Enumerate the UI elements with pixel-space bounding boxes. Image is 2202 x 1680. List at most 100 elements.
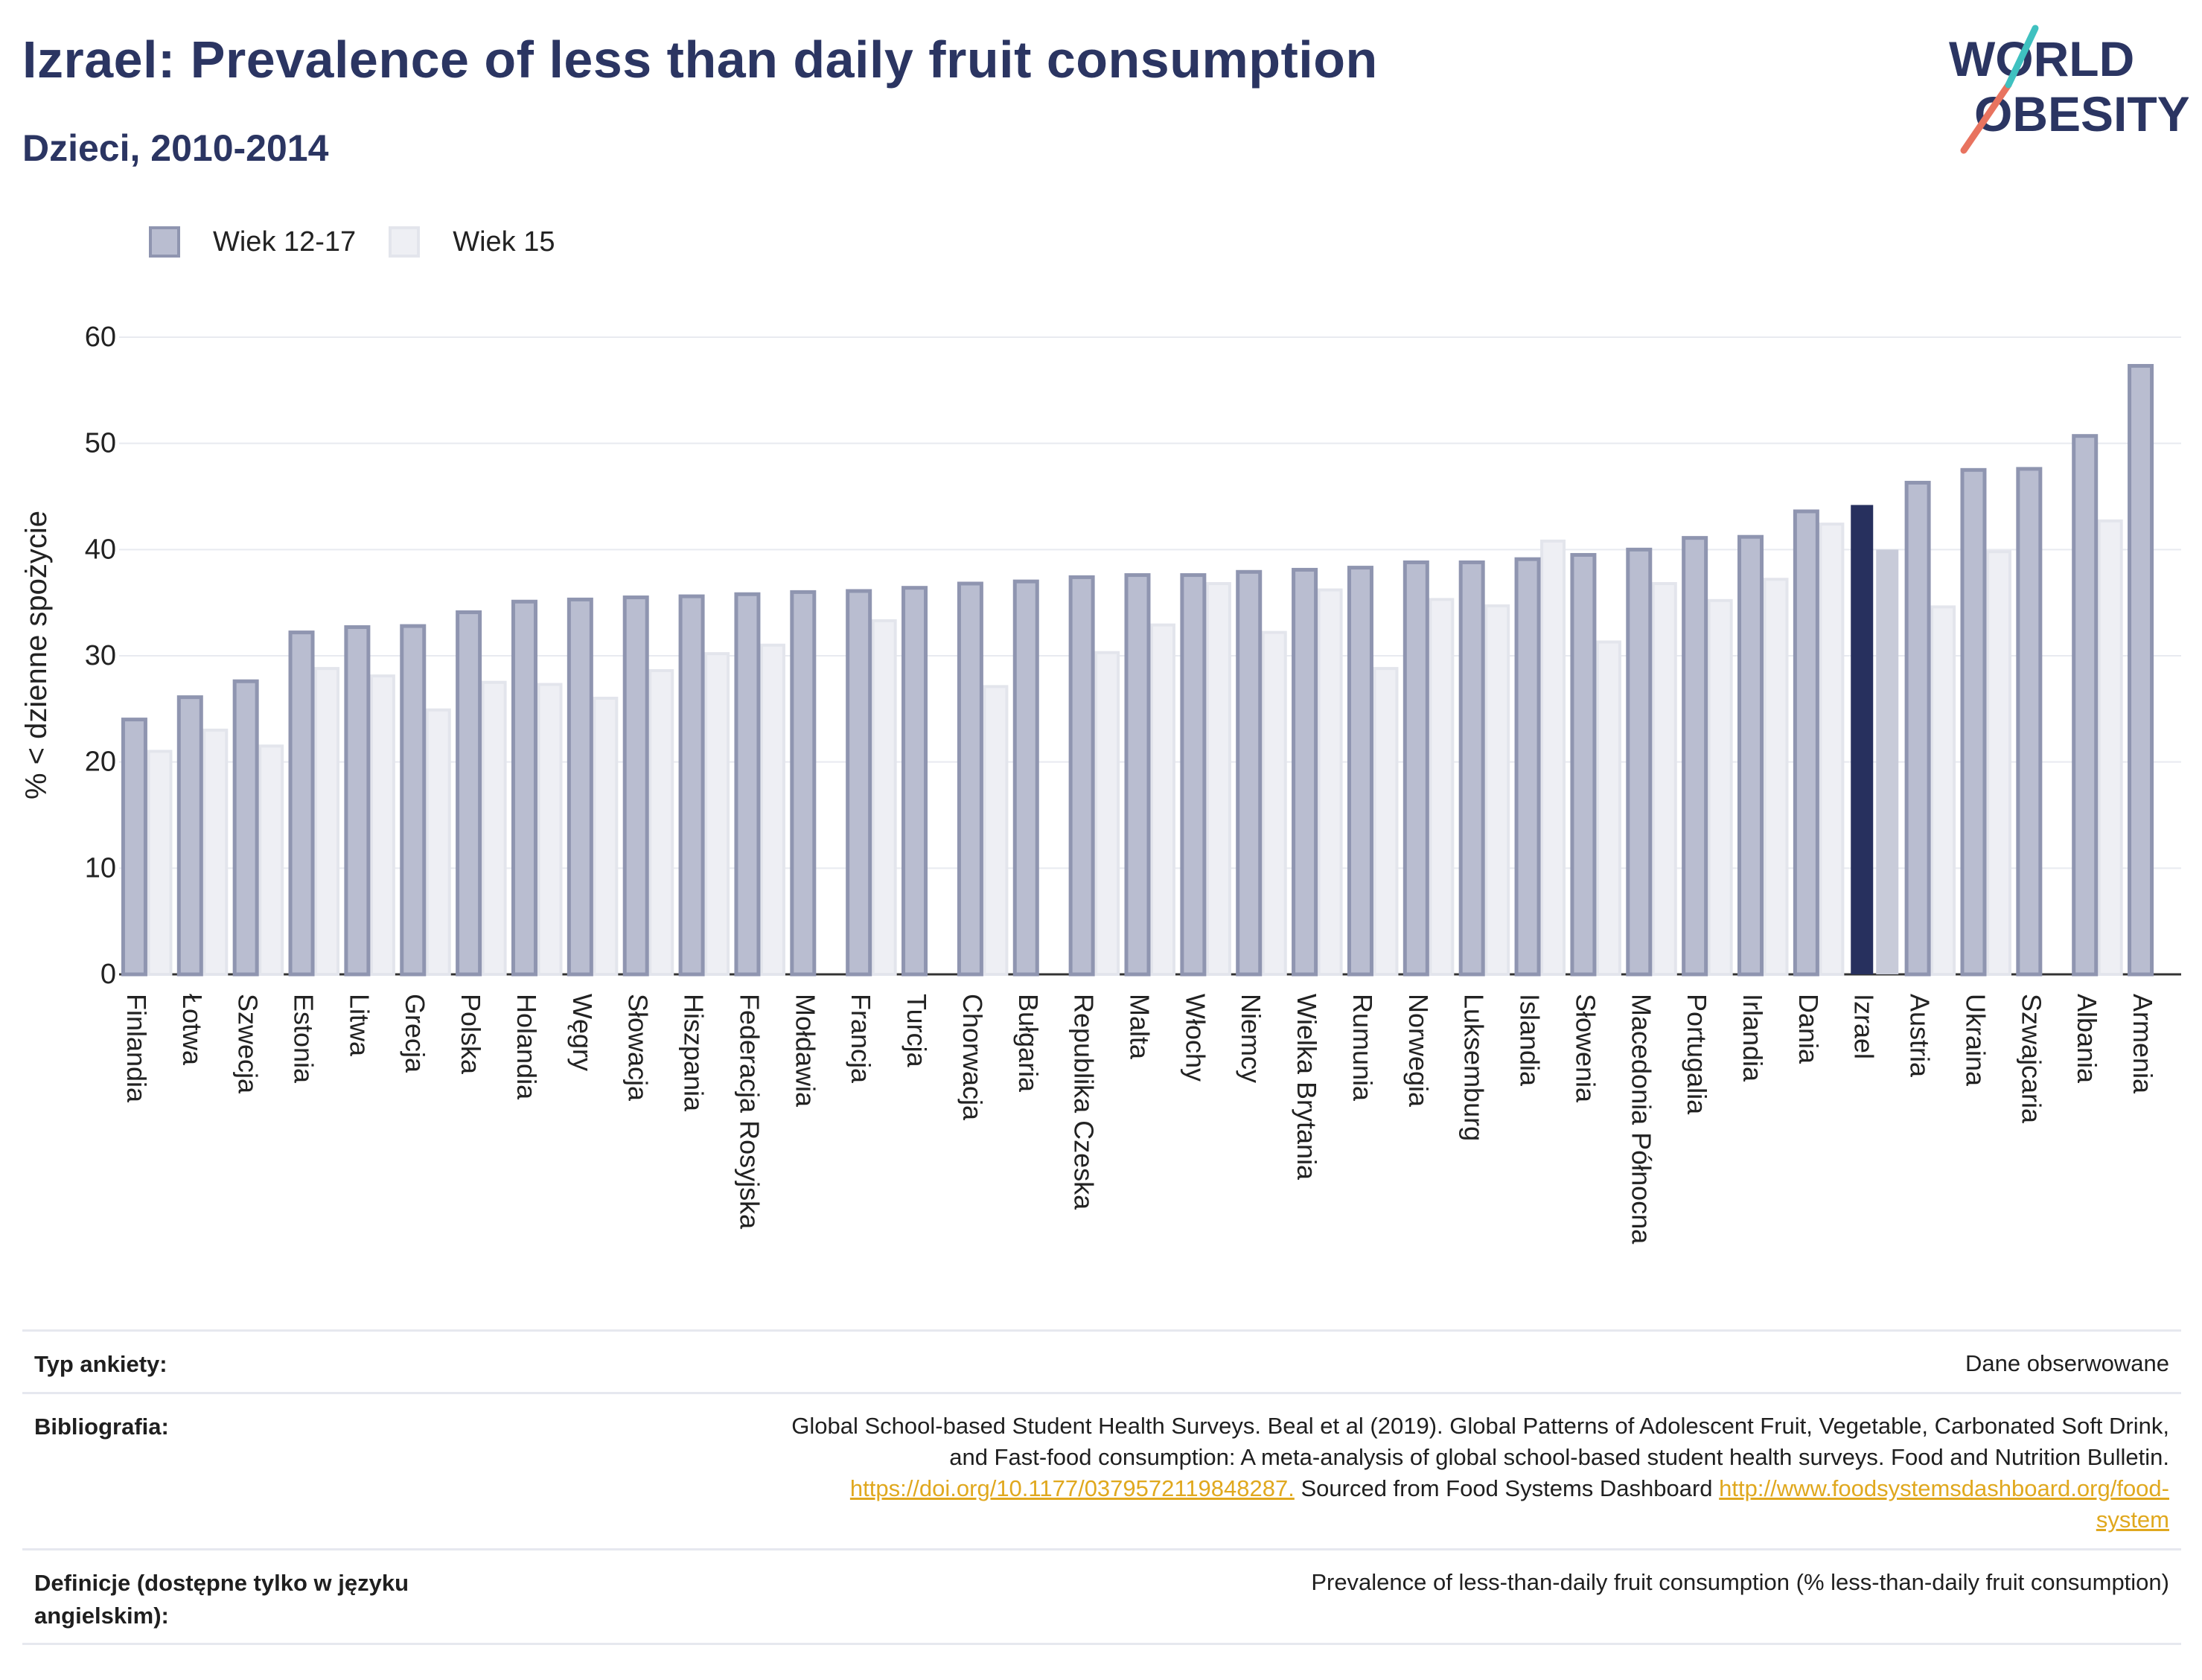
bar-wiek-12-17[interactable] [344, 625, 371, 977]
x-tick-label: Mołdawia [790, 994, 820, 1108]
bar-wiek-15[interactable] [481, 680, 507, 977]
bar-wiek-12-17[interactable] [288, 630, 315, 977]
bar-wiek-12-17[interactable] [957, 581, 983, 977]
bar-wiek-12-17[interactable] [176, 695, 203, 977]
x-tick-labels: Finlandia Łotwa Szwecja Estonia Litwa Grecja P… [121, 994, 2158, 1245]
bibliography-label: Bibliografia: [34, 1414, 169, 1440]
meta-survey-row: Typ ankiety: Dane obserwowane [22, 1329, 2181, 1396]
bar-wiek-15[interactable] [1094, 651, 1120, 976]
x-tick-label: Bułgaria [1013, 994, 1044, 1093]
bar-wiek-12-17[interactable] [1904, 480, 1931, 977]
bar-wiek-12-17[interactable] [1737, 534, 1764, 977]
bar-wiek-15[interactable] [1707, 598, 1733, 976]
x-tick-label: Luksemburg [1459, 994, 1490, 1141]
bibliography-line1: Global School-based Student Health Surve… [791, 1413, 2169, 1439]
page-title: Izrael: Prevalence of less than daily fr… [22, 31, 1378, 89]
bar-wiek-15[interactable] [1150, 623, 1175, 976]
x-tick-label: Łotwa [177, 994, 208, 1066]
bars-wiek-12-17 [121, 364, 2154, 977]
bibliography-value: Global School-based Student Health Surve… [791, 1411, 2169, 1536]
dashboard-link-part2[interactable]: system [2096, 1507, 2169, 1533]
bar-wiek-12-17[interactable] [456, 610, 482, 977]
definition-label-line1: Definicje (dostępne tylko w języku [34, 1570, 409, 1596]
bar-wiek-12-17[interactable] [1626, 547, 1653, 977]
bar-wiek-12-17[interactable] [1682, 536, 1708, 977]
x-tick-label: Malta [1124, 994, 1155, 1060]
chart-legend: Wiek 12-17 Wiek 15 [149, 222, 587, 262]
bar-wiek-12-17[interactable] [1402, 560, 1429, 977]
bar-wiek-12-17[interactable] [400, 624, 427, 977]
bar-wiek-15[interactable] [704, 652, 730, 976]
x-tick-label: Słowacja [623, 994, 654, 1102]
legend-item-15[interactable]: Wiek 15 [389, 226, 555, 258]
bar-wiek-12-17[interactable] [622, 595, 649, 977]
bar-wiek-15[interactable] [1763, 578, 1789, 976]
bar-wiek-15[interactable] [537, 683, 563, 977]
bar-wiek-12-17[interactable] [846, 589, 872, 977]
bar-wiek-15[interactable] [1540, 539, 1566, 977]
definition-label-line2: angielskim): [34, 1603, 169, 1629]
bar-wiek-15[interactable] [1205, 581, 1231, 976]
bar-wiek-12-17[interactable] [1124, 573, 1151, 977]
x-tick-label: Austria [1905, 994, 1935, 1078]
bar-wiek-12-17[interactable] [1012, 579, 1039, 977]
bar-wiek-12-17[interactable] [790, 590, 817, 977]
bar-wiek-15[interactable] [1819, 523, 1845, 976]
bar-wiek-12-17[interactable] [678, 594, 705, 977]
x-tick-label: Węgry [567, 994, 598, 1071]
bar-wiek-12-17[interactable] [1960, 467, 1987, 977]
bar-wiek-12-17[interactable] [2128, 364, 2154, 977]
bar-wiek-15[interactable] [871, 619, 897, 976]
bar-wiek-15[interactable] [369, 674, 395, 976]
bar-wiek-15[interactable] [425, 708, 451, 976]
bar-wiek-12-17[interactable] [567, 597, 593, 977]
bar-wiek-15[interactable] [1373, 667, 1399, 976]
x-tick-label: Irlandia [1737, 994, 1768, 1082]
bar-wiek-12-17[interactable] [121, 718, 147, 977]
bar-wiek-12-17[interactable] [1236, 569, 1263, 977]
legend-swatch-15 [389, 226, 421, 258]
bar-wiek-15[interactable] [1595, 640, 1621, 976]
bar-wiek-15[interactable] [2097, 519, 2123, 976]
bar-wiek-15[interactable] [1484, 604, 1510, 976]
bar-wiek-15[interactable] [759, 643, 785, 976]
bar-wiek-15[interactable] [314, 667, 340, 976]
x-tick-label: Izrael [1849, 994, 1880, 1059]
meta-bibliography-row: Bibliografia: Global School-based Studen… [22, 1392, 2181, 1552]
x-tick-label: Portugalia [1682, 994, 1712, 1115]
bar-wiek-12-17[interactable] [232, 679, 259, 977]
bar-wiek-12-17[interactable] [734, 592, 761, 977]
bar-wiek-15[interactable] [258, 744, 284, 976]
bar-wiek-12-17[interactable] [1180, 573, 1207, 977]
bar-wiek-15[interactable] [1985, 550, 2011, 977]
bar-wiek-12-17[interactable] [1347, 566, 1373, 977]
bar-wiek-12-17[interactable] [511, 599, 537, 977]
bar-wiek-12-17[interactable] [2016, 467, 2043, 977]
bar-wiek-15[interactable] [1651, 581, 1677, 976]
bar-wiek-12-17[interactable] [1514, 557, 1541, 977]
bar-wiek-12-17[interactable] [1458, 560, 1485, 977]
bar-wiek-12-17[interactable] [1292, 567, 1318, 977]
bar-wiek-15[interactable] [593, 697, 619, 976]
y-tick-label: 40 [85, 534, 116, 565]
bar-wiek-15[interactable] [1317, 588, 1343, 976]
bar-wiek-15[interactable] [648, 668, 674, 976]
bar-wiek-15[interactable] [147, 750, 173, 977]
legend-label-15: Wiek 15 [453, 226, 555, 258]
bar-wiek-12-17-highlighted[interactable] [1851, 505, 1874, 974]
bar-wiek-15[interactable] [1429, 598, 1455, 976]
dashboard-link-part1[interactable]: http://www.foodsystemsdashboard.org/food… [1719, 1475, 2169, 1501]
bar-wiek-15[interactable] [202, 728, 229, 976]
bar-wiek-15[interactable] [983, 685, 1009, 977]
bar-wiek-12-17[interactable] [1793, 509, 1819, 977]
bar-wiek-12-17[interactable] [1068, 575, 1095, 977]
bar-wiek-15[interactable] [1930, 605, 1956, 976]
bar-wiek-12-17[interactable] [901, 586, 928, 977]
bar-wiek-15[interactable] [1261, 630, 1287, 976]
doi-link[interactable]: https://doi.org/10.1177/0379572119848287… [849, 1475, 1295, 1501]
bar-wiek-12-17[interactable] [1570, 552, 1597, 977]
bar-wiek-15[interactable] [1876, 549, 1899, 974]
x-tick-label: Wielka Brytania [1292, 994, 1322, 1181]
bar-wiek-12-17[interactable] [2072, 434, 2099, 977]
legend-item-12-17[interactable]: Wiek 12-17 [149, 226, 356, 258]
